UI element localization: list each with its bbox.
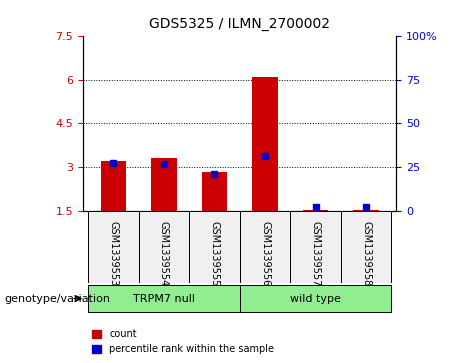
Text: GSM1339558: GSM1339558 <box>361 221 371 287</box>
Text: wild type: wild type <box>290 294 341 303</box>
Bar <box>303 210 328 211</box>
FancyBboxPatch shape <box>139 211 189 283</box>
FancyBboxPatch shape <box>290 211 341 283</box>
Text: TRPM7 null: TRPM7 null <box>133 294 195 303</box>
FancyBboxPatch shape <box>240 285 391 313</box>
Text: GSM1339557: GSM1339557 <box>311 221 320 287</box>
FancyBboxPatch shape <box>240 211 290 283</box>
Bar <box>100 161 126 211</box>
FancyBboxPatch shape <box>88 211 139 283</box>
Title: GDS5325 / ILMN_2700002: GDS5325 / ILMN_2700002 <box>149 17 330 31</box>
Legend: count, percentile rank within the sample: count, percentile rank within the sample <box>88 326 278 358</box>
Bar <box>252 77 278 211</box>
FancyBboxPatch shape <box>341 211 391 283</box>
Text: GSM1339553: GSM1339553 <box>108 221 118 287</box>
Text: genotype/variation: genotype/variation <box>5 294 111 305</box>
Bar <box>151 158 177 211</box>
Bar <box>354 210 379 211</box>
Text: GSM1339555: GSM1339555 <box>209 221 219 287</box>
FancyBboxPatch shape <box>189 211 240 283</box>
Text: GSM1339556: GSM1339556 <box>260 221 270 287</box>
Bar <box>202 172 227 211</box>
Text: GSM1339554: GSM1339554 <box>159 221 169 287</box>
FancyBboxPatch shape <box>88 285 240 313</box>
